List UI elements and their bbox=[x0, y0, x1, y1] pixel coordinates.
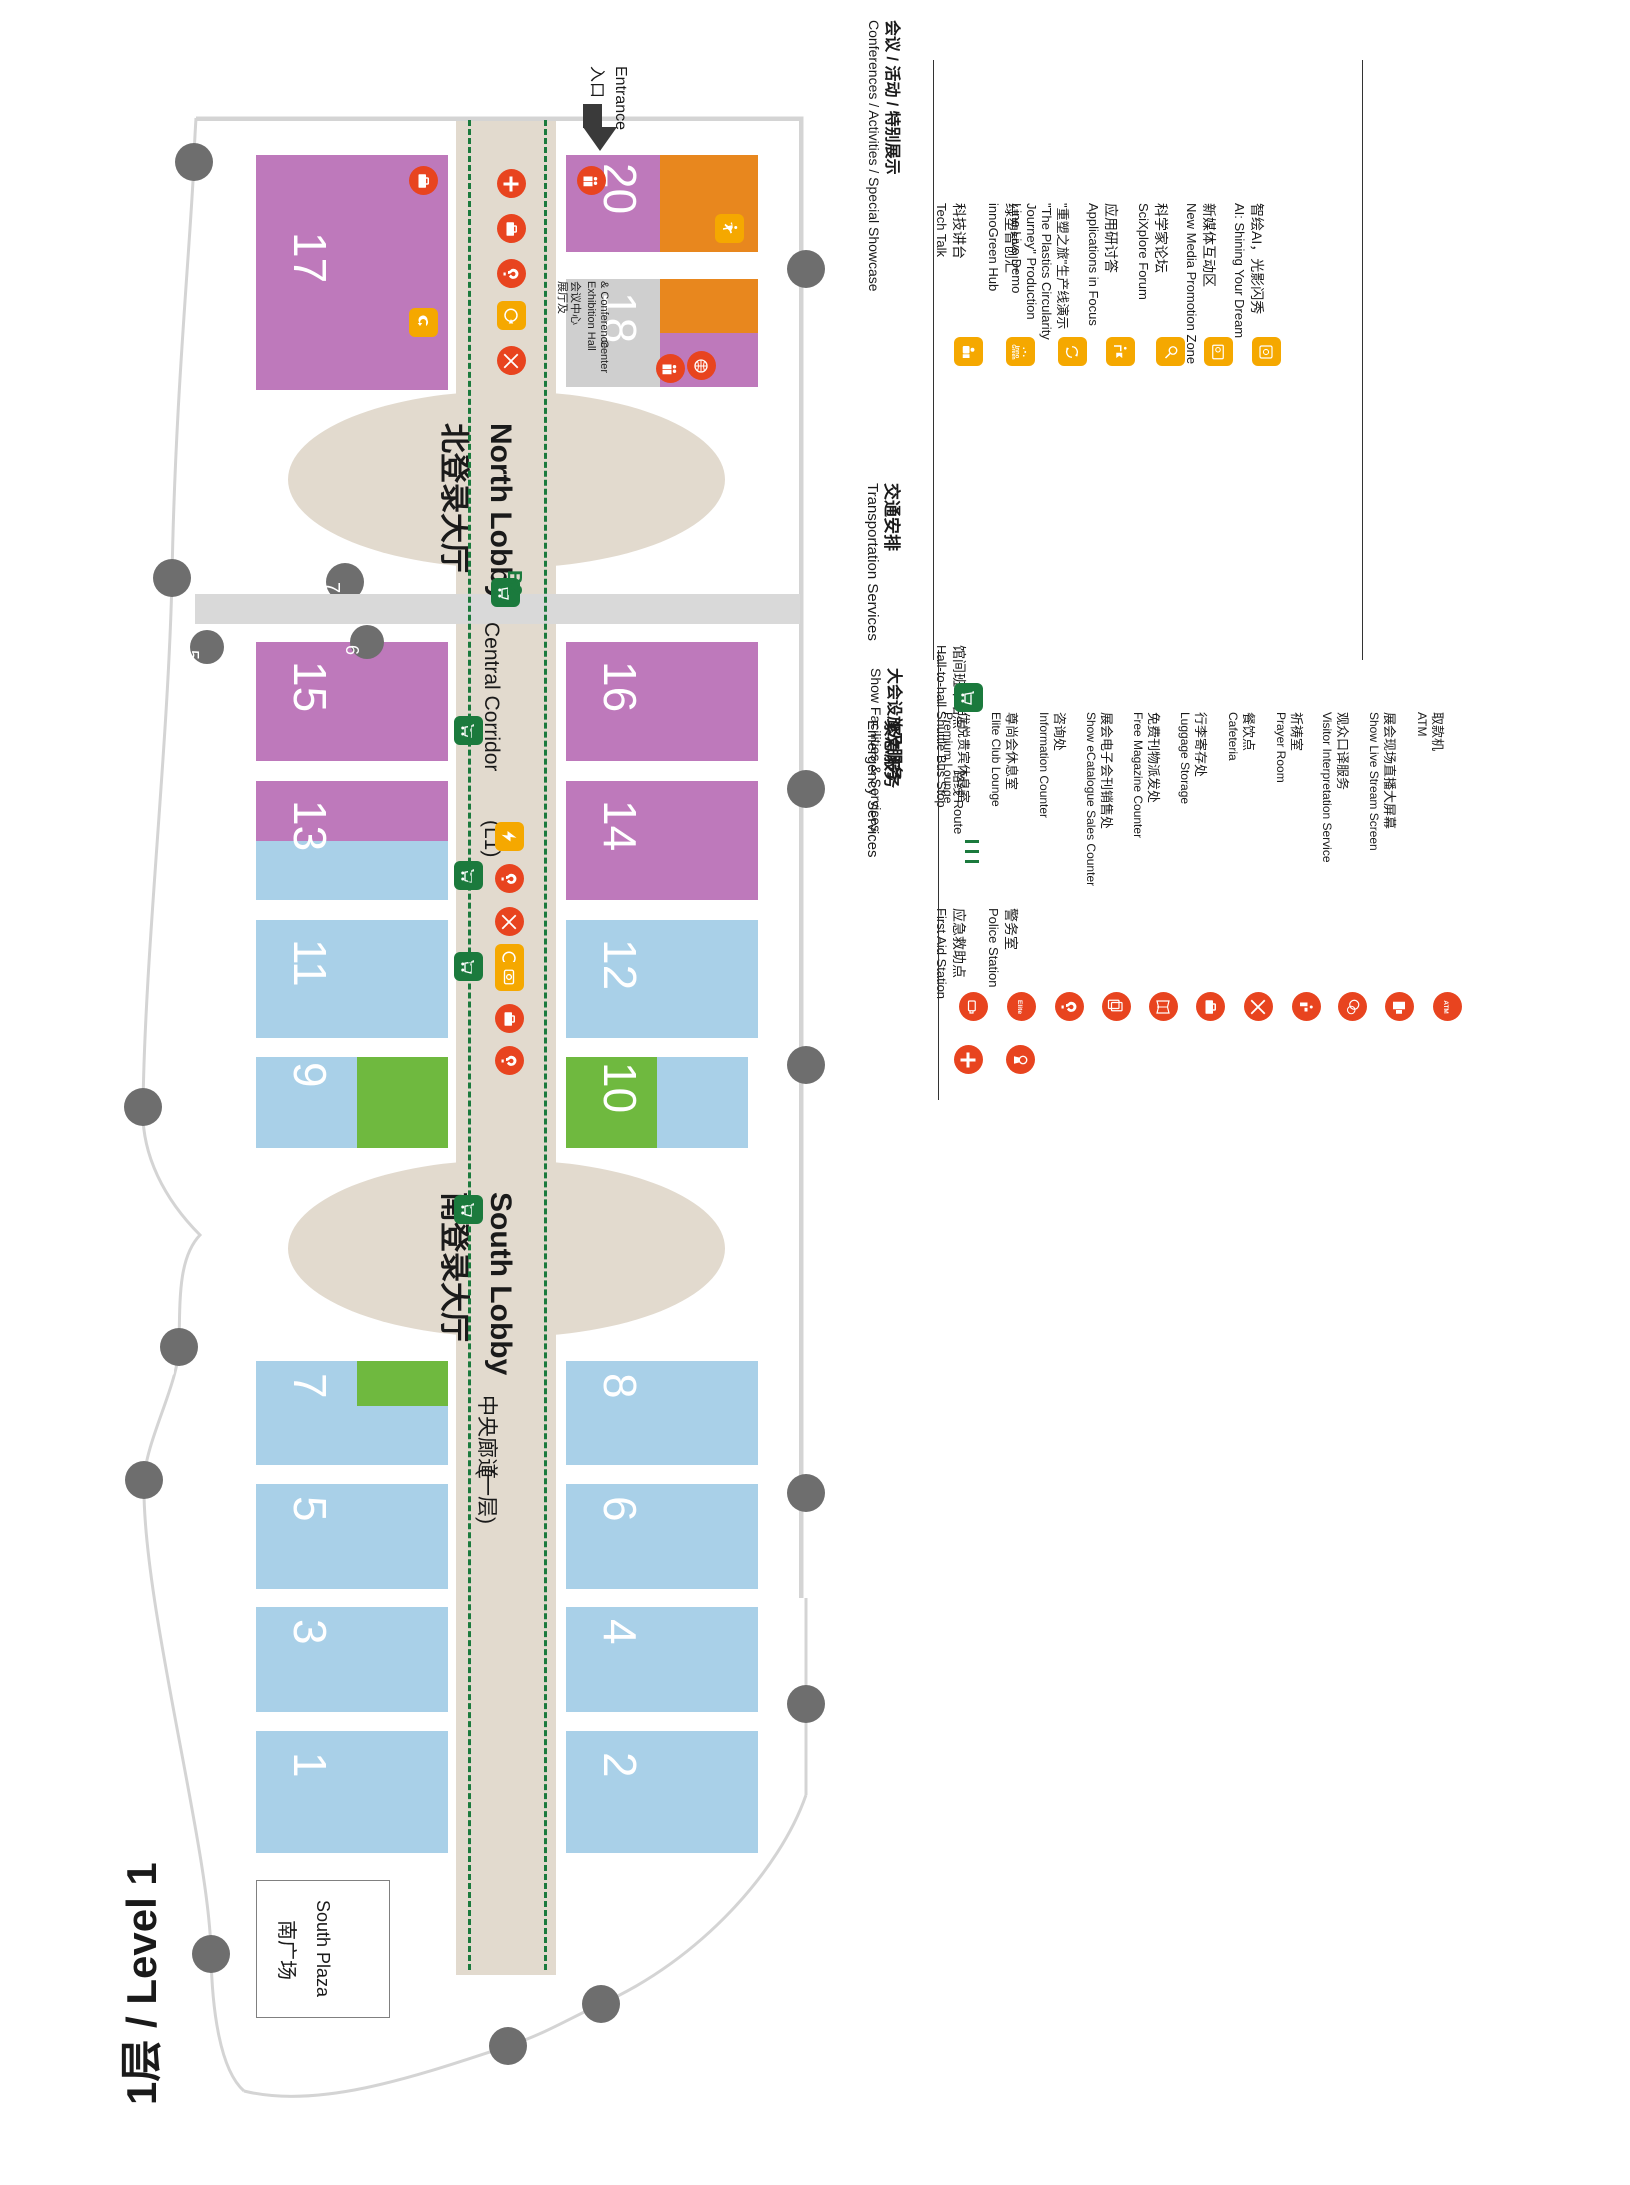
svg-text:ATM: ATM bbox=[1443, 1000, 1450, 1013]
svg-text:Green: Green bbox=[1012, 344, 1017, 359]
svg-text:Elite: Elite bbox=[1017, 999, 1024, 1014]
